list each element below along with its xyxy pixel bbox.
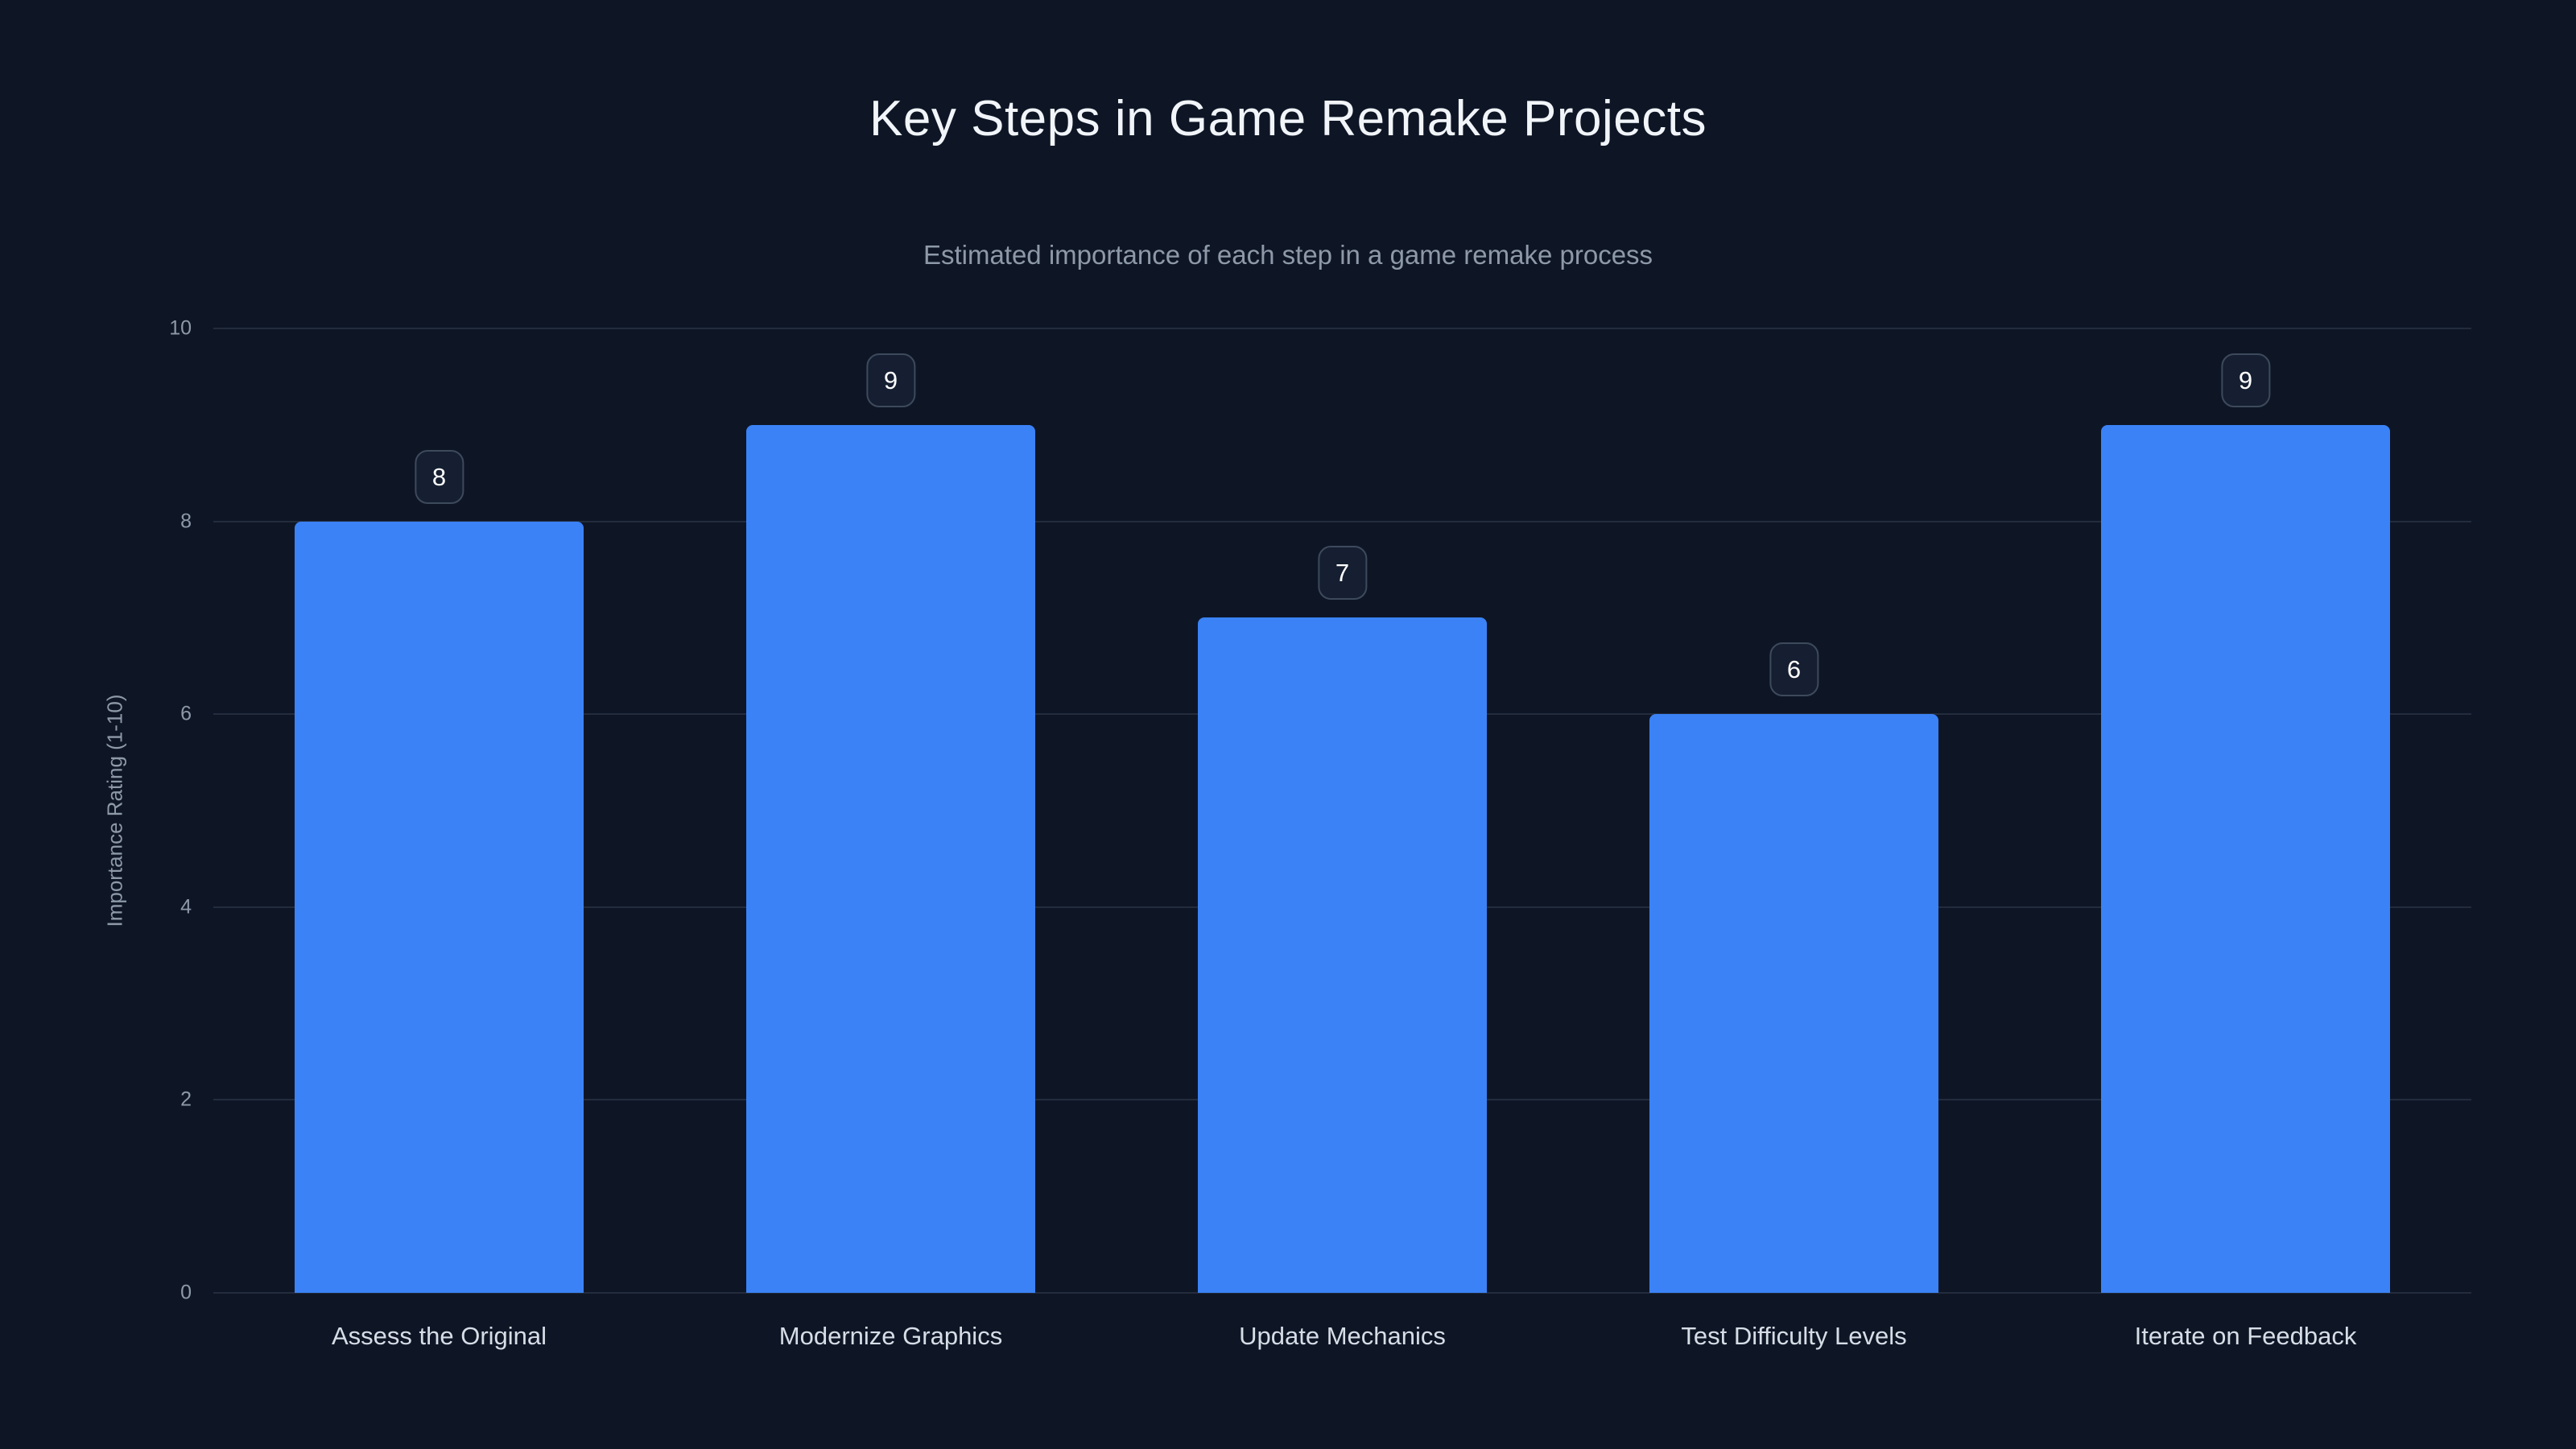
y-tick-label: 6 xyxy=(180,702,192,725)
bar-group: 6 xyxy=(1568,328,2020,1293)
x-axis-label: Test Difficulty Levels xyxy=(1681,1322,1907,1350)
chart-title: Key Steps in Game Remake Projects xyxy=(869,91,1707,147)
value-badge: 7 xyxy=(1317,546,1368,601)
bar: 7 xyxy=(1197,546,1488,1293)
y-tick-label: 10 xyxy=(169,316,192,340)
bar-group: 7 xyxy=(1117,328,1568,1293)
x-axis-label: Assess the Original xyxy=(331,1322,547,1350)
gridline xyxy=(213,328,2471,329)
plot-area: 8 9 7 6 9 xyxy=(213,328,2471,1294)
value-badge: 6 xyxy=(1769,642,1819,697)
gridline xyxy=(213,520,2471,522)
x-axis-label: Iterate on Feedback xyxy=(2134,1322,2357,1350)
bars-row: 8 9 7 6 9 xyxy=(213,328,2471,1293)
y-tick-label: 2 xyxy=(180,1088,192,1111)
bar: 8 xyxy=(294,449,584,1293)
bar-group: 9 xyxy=(665,328,1117,1293)
bar: 6 xyxy=(1649,642,1939,1293)
y-tick-label: 4 xyxy=(180,895,192,919)
bar: 9 xyxy=(745,353,1036,1293)
x-axis-label: Modernize Graphics xyxy=(778,1322,1003,1350)
y-tick-label: 8 xyxy=(180,510,192,533)
bar: 9 xyxy=(2100,353,2391,1293)
bar-group: 8 xyxy=(213,328,665,1293)
y-tick-label: 0 xyxy=(180,1281,192,1304)
y-axis-ticks: 0 2 4 6 8 10 xyxy=(0,318,192,1302)
value-badge: 9 xyxy=(865,353,916,407)
value-badge: 8 xyxy=(414,449,464,504)
chart-subtitle: Estimated importance of each step in a g… xyxy=(923,240,1653,270)
value-badge: 9 xyxy=(2220,353,2271,407)
bar-group: 9 xyxy=(2020,328,2471,1293)
x-axis-labels: Assess the Original Modernize Graphics Upd… xyxy=(213,1322,2471,1351)
gridline xyxy=(213,1292,2471,1294)
x-axis-label: Update Mechanics xyxy=(1239,1322,1446,1350)
